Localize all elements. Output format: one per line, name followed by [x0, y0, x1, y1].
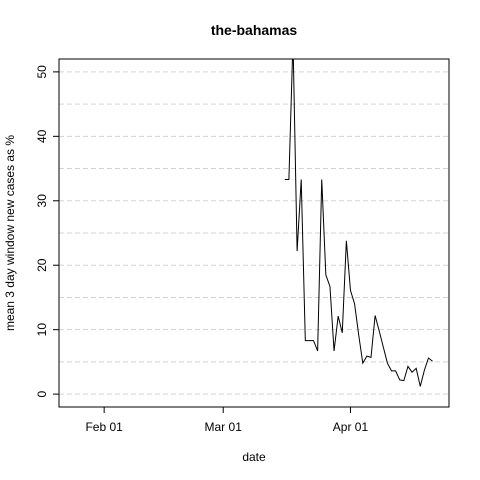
y-tick-label: 40 — [35, 129, 49, 143]
x-tick-label: Mar 01 — [205, 420, 243, 434]
series-line — [284, 59, 433, 387]
chart-title: the-bahamas — [211, 22, 298, 38]
x-tick-label: Apr 01 — [333, 420, 369, 434]
y-tick-label: 20 — [35, 258, 49, 272]
x-tick-label: Feb 01 — [85, 420, 123, 434]
x-axis-label: date — [242, 450, 266, 464]
y-tick-label: 50 — [35, 65, 49, 79]
y-tick-label: 10 — [35, 323, 49, 337]
gridlines — [59, 71, 449, 395]
y-tick-label: 30 — [35, 194, 49, 208]
y-axis-label: mean 3 day window new cases as % — [3, 135, 17, 331]
y-tick-label: 0 — [35, 390, 49, 397]
y-axis: 0 10 20 30 40 50 — [35, 65, 59, 397]
plot-frame — [58, 58, 450, 408]
series-layer — [284, 59, 433, 387]
x-axis: Feb 01 Mar 01 Apr 01 — [85, 407, 368, 434]
